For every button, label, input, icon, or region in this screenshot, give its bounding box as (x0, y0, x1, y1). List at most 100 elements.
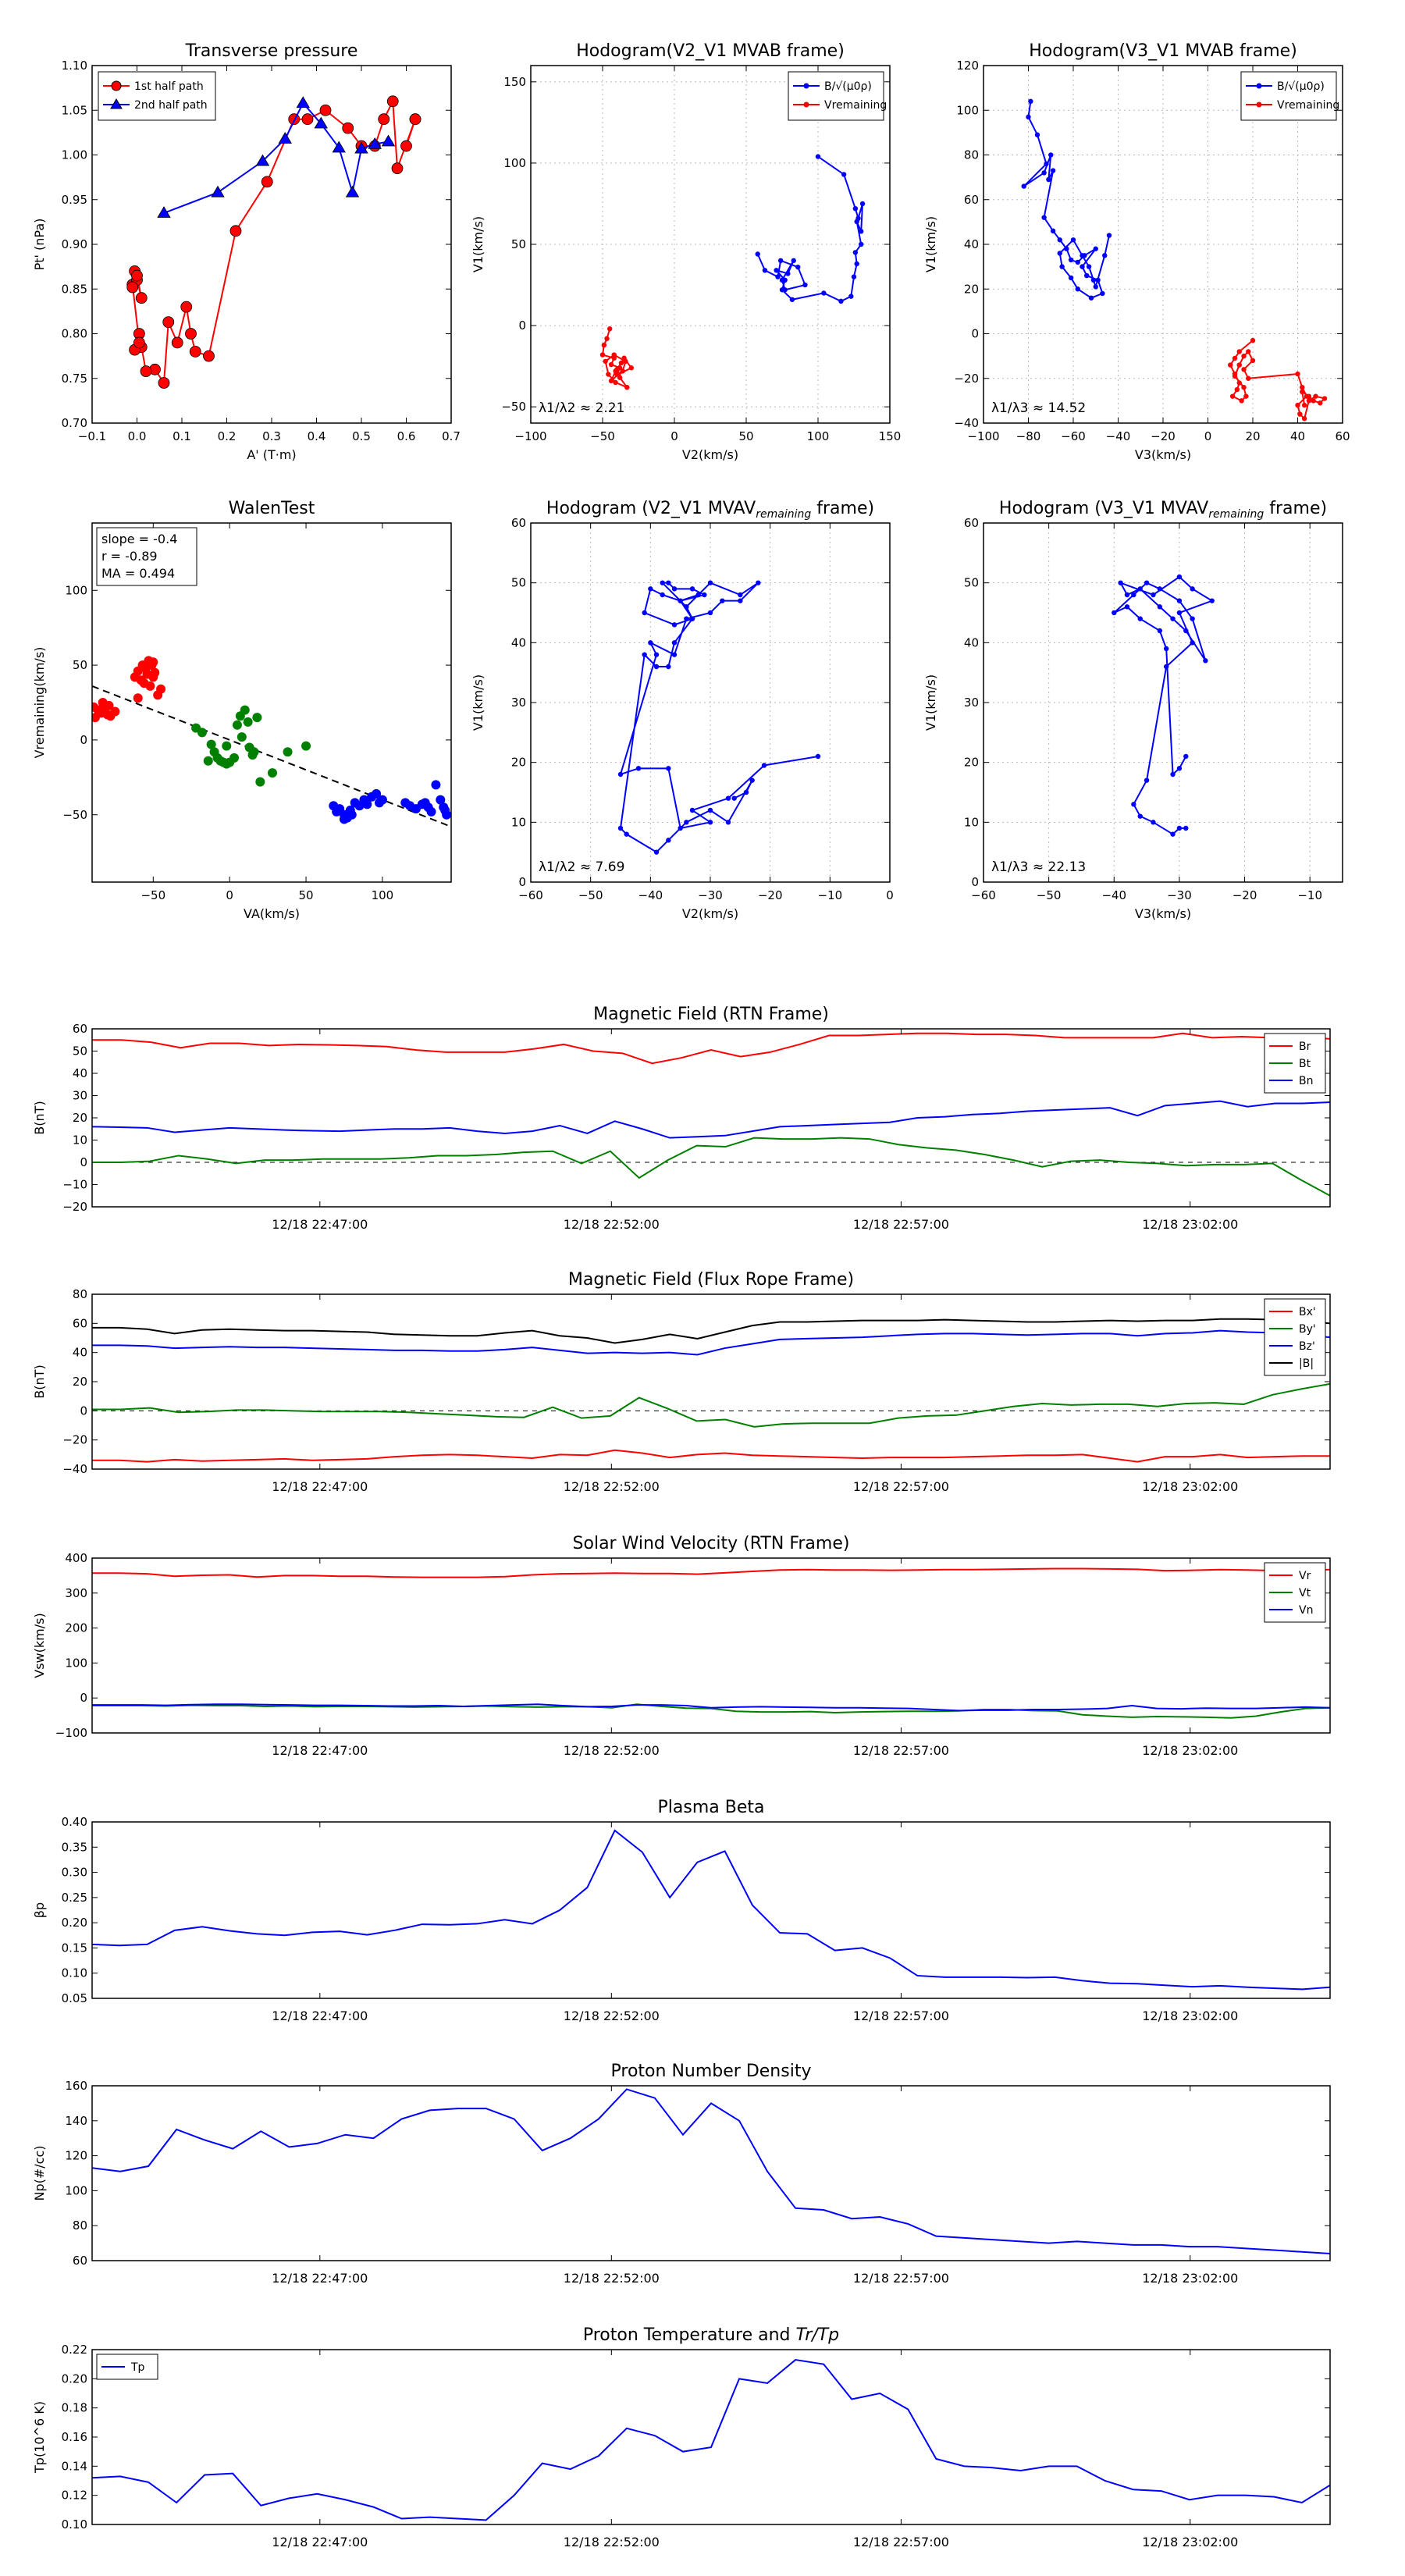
data-point (666, 580, 671, 585)
stats-box: slope = -0.4 r = -0.89 MA = 0.494 (96, 527, 197, 586)
data-point (1090, 277, 1097, 283)
data-point (653, 849, 660, 855)
plot-frame (530, 522, 891, 883)
y-tick-label: 80 (73, 1287, 87, 1301)
series-line-beta (92, 1829, 1330, 1991)
x-tick-label: 100 (372, 888, 394, 902)
data-point (1034, 132, 1040, 137)
x-tick-label: −40 (638, 888, 663, 902)
data-point (815, 154, 821, 159)
data-point (133, 693, 143, 703)
x-tick-label: −60 (1061, 429, 1086, 443)
data-point (1137, 586, 1143, 592)
series-line-B/√(μ0ρ) (756, 155, 864, 302)
data-point (1068, 275, 1074, 281)
data-point (762, 268, 768, 273)
y-tick-label: 60 (511, 516, 526, 530)
data-point (678, 825, 683, 831)
data-point (436, 795, 446, 805)
data-point (339, 814, 349, 824)
chart-title-math: Tr/Tp (796, 2325, 840, 2345)
chart-title: Magnetic Field (Flux Rope Frame) (568, 1270, 854, 1290)
legend-label: 1st half path (134, 80, 204, 93)
legend: Vr Vt Vn (1264, 1562, 1326, 1623)
data-point (628, 365, 634, 371)
data-point (1075, 259, 1080, 265)
x-tick-label: −20 (1151, 429, 1176, 443)
data-point (795, 264, 801, 270)
lambda-annotation: λ1/λ3 ≈ 22.13 (991, 859, 1086, 875)
data-point (666, 766, 671, 771)
y-tick-label: 0.80 (62, 327, 87, 341)
data-point (1057, 251, 1062, 256)
stats-line: r = -0.89 (101, 549, 158, 564)
x-tick-label: −30 (1167, 888, 1192, 902)
data-point (1190, 586, 1195, 592)
x-tick-label: 0.2 (218, 429, 237, 443)
plot-area (126, 95, 422, 389)
y-tick-label: 0.12 (62, 2489, 87, 2503)
data-point (1093, 246, 1098, 251)
data-point (848, 294, 854, 299)
data-point (203, 350, 215, 362)
data-point (1306, 398, 1312, 404)
legend-frame (788, 71, 884, 121)
x-tick-label: −50 (140, 888, 165, 902)
y-tick-label: 0 (80, 1155, 87, 1169)
x-axis-label: V3(km/s) (1135, 906, 1191, 921)
y-tick-label: 0 (80, 1691, 87, 1705)
time-tick-label: 12/18 22:47:00 (272, 1217, 368, 1232)
data-point (1295, 371, 1300, 377)
legend-frame (98, 71, 216, 121)
data-point (1064, 246, 1069, 251)
data-point (1176, 574, 1183, 580)
data-point (761, 763, 767, 768)
y-tick-label: −20 (62, 1200, 87, 1214)
data-point (255, 777, 265, 787)
legend: Bx' By' Bz' |B| (1264, 1298, 1326, 1376)
x-tick-label: −10 (818, 888, 843, 902)
data-point (1124, 592, 1130, 598)
y-tick-label: −40 (62, 1462, 87, 1476)
series-line-Vr (92, 1567, 1330, 1578)
y-tick-label: 30 (73, 1089, 87, 1103)
data-point (707, 807, 713, 813)
data-point (707, 610, 713, 616)
data-point (604, 336, 610, 341)
data-point (1190, 640, 1195, 646)
y-tick-label: 0.95 (62, 193, 87, 207)
series-line-Bx' (92, 1449, 1330, 1463)
data-point (243, 717, 253, 727)
data-point (613, 379, 618, 386)
chart-title: Plasma Beta (658, 1798, 765, 1817)
data-point (725, 820, 731, 825)
y-tick-label: 0.70 (62, 416, 87, 430)
stats-line: MA = 0.494 (101, 566, 175, 581)
hodo2-panel: −100 −80 −60 −40 −20 0 20 40 60 −40 −20 0 20 40 60 80 10… (923, 41, 1350, 462)
data-point (749, 777, 755, 783)
data-point (1301, 416, 1307, 422)
plot-frame (91, 1028, 1331, 1208)
data-point (1170, 771, 1176, 777)
x-tick-label: −100 (514, 429, 546, 443)
y-tick-label: 50 (73, 1044, 87, 1059)
data-point (252, 713, 262, 723)
beta-panel: 0.05 0.10 0.15 0.20 0.25 0.30 0.35 0.40 Plasma B… (32, 1798, 1331, 2023)
y-tick-label: 0.35 (62, 1840, 87, 1854)
data-point (689, 586, 695, 592)
data-point (599, 352, 606, 358)
chart-title-main: Hodogram (V3_V1 MVAV (999, 499, 1208, 518)
data-point (620, 368, 625, 374)
chart-title: Solar Wind Velocity (RTN Frame) (573, 1534, 850, 1553)
data-point (158, 377, 170, 389)
data-point (707, 820, 713, 825)
data-point (779, 277, 785, 283)
chart-title-sub: remaining (1208, 508, 1264, 521)
data-point (789, 297, 795, 302)
chart-title-main: Hodogram (V2_V1 MVAV (546, 499, 756, 518)
plot-area (1112, 574, 1215, 837)
y-tick-label: 0 (518, 875, 526, 889)
time-tick-label: 12/18 22:57:00 (853, 1743, 949, 1758)
chart-title: WalenTest (229, 499, 315, 518)
